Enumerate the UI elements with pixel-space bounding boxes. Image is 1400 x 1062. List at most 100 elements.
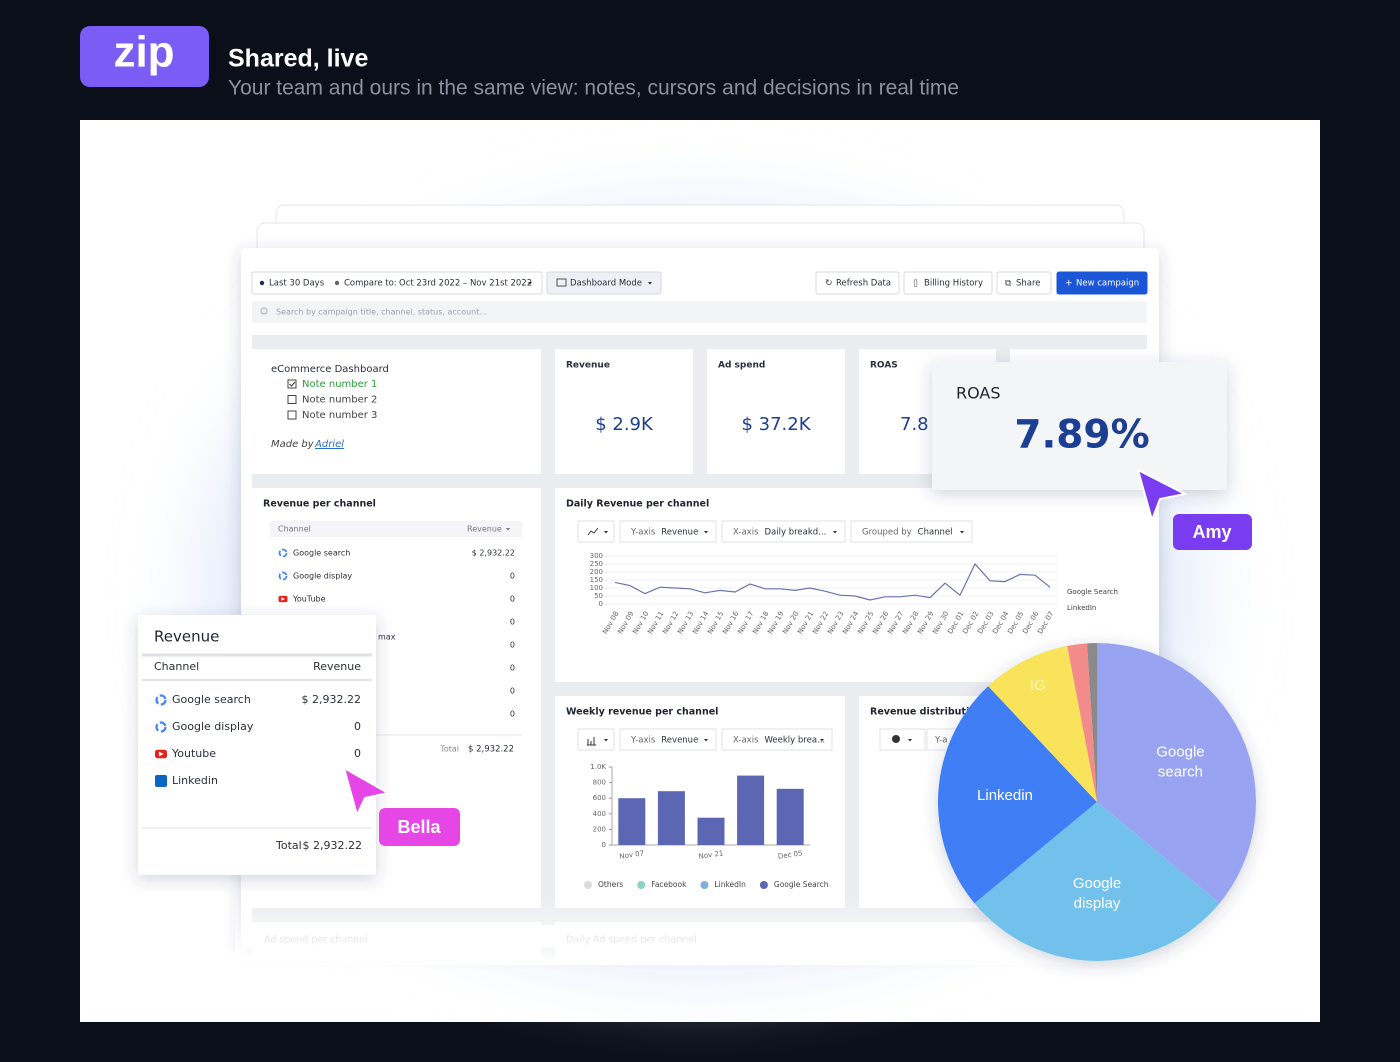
mode-icon xyxy=(556,278,567,287)
col: Channel xyxy=(278,525,311,534)
button[interactable] xyxy=(1056,271,1148,295)
slice-label: IG xyxy=(1030,677,1046,694)
legend-swatch xyxy=(584,881,592,889)
control[interactable] xyxy=(577,728,615,751)
dot xyxy=(334,280,340,286)
control[interactable] xyxy=(721,728,833,751)
card xyxy=(252,349,541,474)
control[interactable] xyxy=(879,728,926,751)
cursor-tag xyxy=(379,808,460,846)
check xyxy=(289,381,296,387)
button-icon: + xyxy=(1065,279,1073,289)
control[interactable] xyxy=(721,520,846,543)
pie-slice xyxy=(1067,643,1097,802)
caret xyxy=(506,528,510,531)
caret xyxy=(704,531,708,534)
slice-label: Linkedin xyxy=(977,787,1033,804)
channel: Linkedin xyxy=(172,774,218,787)
popup-label: ROAS xyxy=(956,384,1001,403)
revenue: $ 2,932.22 xyxy=(302,693,361,706)
button-icon: ⧉ xyxy=(1005,279,1012,289)
logo: zip xyxy=(113,28,174,77)
card-title: Daily Revenue per channel xyxy=(566,499,709,510)
bar xyxy=(737,775,765,845)
y-tick-label: 200 xyxy=(590,568,603,576)
channel: YouTube xyxy=(292,595,326,604)
y-tick-label: 200 xyxy=(593,825,606,833)
legend-label: Google Search xyxy=(774,880,829,889)
control-value: Revenue xyxy=(661,528,698,538)
x-tick-label: Nov 21 xyxy=(698,849,724,860)
control[interactable] xyxy=(850,520,973,543)
col: Revenue xyxy=(313,660,361,673)
card xyxy=(555,488,1147,682)
y-tick-label: 150 xyxy=(590,576,603,584)
legend-swatch xyxy=(637,881,646,889)
pie-slice xyxy=(1097,643,1256,904)
col: Revenue xyxy=(467,525,502,534)
control[interactable] xyxy=(619,728,717,751)
pie-icon xyxy=(892,735,900,743)
linkedin-icon xyxy=(155,775,167,787)
checkbox[interactable] xyxy=(287,410,297,420)
cursor-name: Bella xyxy=(397,817,441,837)
logo-badge xyxy=(80,26,209,87)
button[interactable] xyxy=(996,271,1052,295)
total-label: Total xyxy=(275,839,302,852)
total: $ 2,932.22 xyxy=(303,839,362,852)
revenue-popup xyxy=(138,615,376,875)
total: $ 2,932.22 xyxy=(468,745,514,755)
search-bar[interactable] xyxy=(252,301,1147,323)
button[interactable] xyxy=(815,271,900,295)
y-tick-label: 1.0K xyxy=(590,763,606,771)
revenue: 0 xyxy=(510,687,515,696)
checkbox[interactable] xyxy=(287,379,297,389)
channel: Google search xyxy=(293,549,350,558)
compare-range: Oct 23rd 2022 – Nov 21st 2022 xyxy=(399,279,532,289)
card xyxy=(555,349,693,474)
revenue: 0 xyxy=(510,641,515,650)
roas-popup xyxy=(932,362,1227,490)
range: Last 30 Days xyxy=(269,279,325,289)
dot xyxy=(259,280,265,286)
button-icon: ↻ xyxy=(825,279,833,289)
button[interactable] xyxy=(903,271,993,295)
cursor-tag xyxy=(1173,514,1252,550)
play xyxy=(158,751,164,757)
search-placeholder: Search by campaign title, channel, statu… xyxy=(276,308,487,317)
note: Note number 2 xyxy=(302,395,377,406)
checkbox[interactable] xyxy=(287,395,297,404)
bar xyxy=(776,788,804,845)
control-value: Revenue xyxy=(661,736,698,746)
control-label: Y-axis xyxy=(630,528,656,538)
revenue: $ 2,932.22 xyxy=(472,549,515,558)
button-icon: ▯ xyxy=(913,279,918,289)
kpi-label: Revenue xyxy=(566,361,610,371)
channel: Google display xyxy=(293,572,352,581)
cursor xyxy=(1136,468,1189,524)
control-label: X-axis xyxy=(733,528,759,538)
toolbar-box[interactable] xyxy=(251,271,543,295)
card xyxy=(707,349,845,474)
toolbar-box[interactable] xyxy=(546,271,662,295)
revenue: 0 xyxy=(510,595,515,604)
author[interactable]: Adriel xyxy=(314,439,344,450)
control[interactable] xyxy=(577,520,615,543)
y-tick-label: 100 xyxy=(590,584,603,592)
caret xyxy=(833,531,837,534)
note: Note number 3 xyxy=(302,410,377,421)
control-label: Grouped by xyxy=(862,528,912,538)
google-icon xyxy=(278,571,288,581)
revenue: 0 xyxy=(510,618,515,627)
control[interactable] xyxy=(619,520,717,543)
pie-slice xyxy=(1087,643,1097,802)
table-head xyxy=(270,521,522,537)
pie-slice xyxy=(988,645,1097,802)
card-title: Revenue distribution xyxy=(870,707,983,718)
button-label: New campaign xyxy=(1076,279,1139,289)
caret xyxy=(704,739,708,742)
x-tick-label: Dec 05 xyxy=(777,849,803,860)
kpi-label: Ad spend xyxy=(718,361,765,371)
pie-slice xyxy=(974,802,1220,961)
